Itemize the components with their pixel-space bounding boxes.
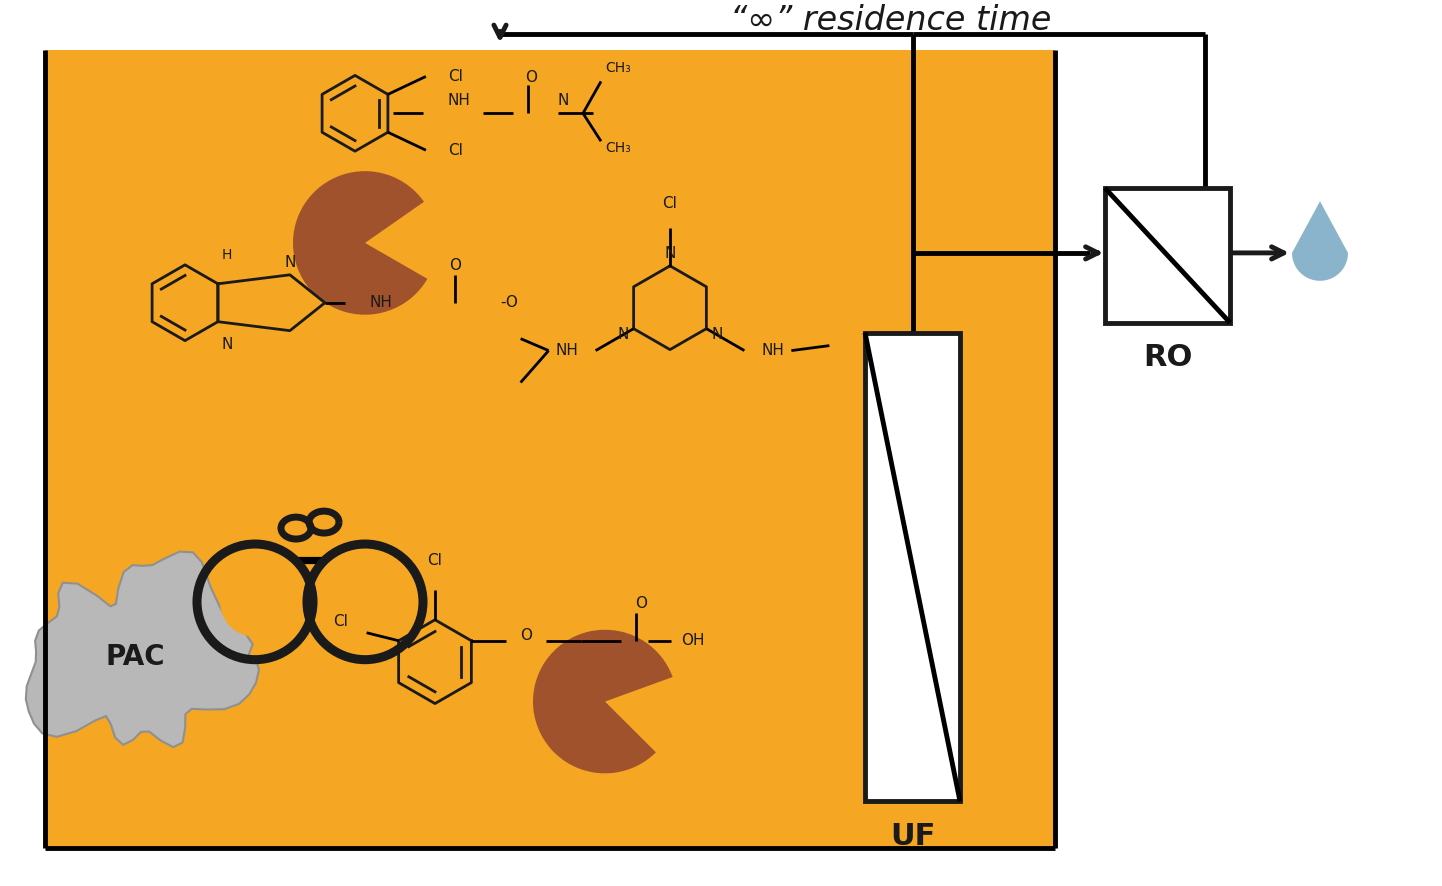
Text: NH: NH: [761, 343, 784, 358]
Text: RO: RO: [1144, 343, 1193, 372]
Text: NH: NH: [555, 343, 578, 358]
Text: UF: UF: [890, 821, 936, 851]
Text: Cl: Cl: [448, 143, 463, 158]
Text: N: N: [711, 328, 722, 343]
Text: NH: NH: [371, 295, 392, 310]
Text: CH₃: CH₃: [606, 141, 630, 155]
Wedge shape: [534, 630, 672, 773]
Text: -O: -O: [500, 295, 518, 310]
Text: N: N: [222, 337, 234, 352]
Text: N: N: [284, 255, 296, 270]
Text: N: N: [665, 245, 676, 260]
Bar: [1105, 188, 1230, 323]
Text: Cl: Cl: [428, 554, 443, 569]
Circle shape: [221, 567, 290, 637]
Text: Cl: Cl: [448, 69, 463, 84]
Wedge shape: [293, 171, 427, 315]
Text: N: N: [617, 328, 629, 343]
Circle shape: [330, 567, 399, 637]
Polygon shape: [26, 552, 260, 747]
Text: Cl: Cl: [662, 196, 678, 211]
Text: O: O: [525, 70, 536, 85]
Text: NH: NH: [448, 93, 472, 108]
Text: “∞” residence time: “∞” residence time: [730, 4, 1051, 37]
Bar: [865, 332, 960, 801]
Text: O: O: [521, 628, 532, 643]
Text: OH: OH: [682, 633, 705, 649]
Text: O: O: [448, 258, 461, 273]
Text: N: N: [558, 93, 570, 108]
Text: CH₃: CH₃: [606, 61, 630, 75]
Polygon shape: [1292, 201, 1348, 281]
Text: O: O: [636, 595, 647, 610]
Text: Cl: Cl: [333, 614, 349, 629]
Text: H: H: [222, 248, 232, 262]
Bar: [45, 51, 1056, 848]
Text: PAC: PAC: [105, 642, 164, 671]
